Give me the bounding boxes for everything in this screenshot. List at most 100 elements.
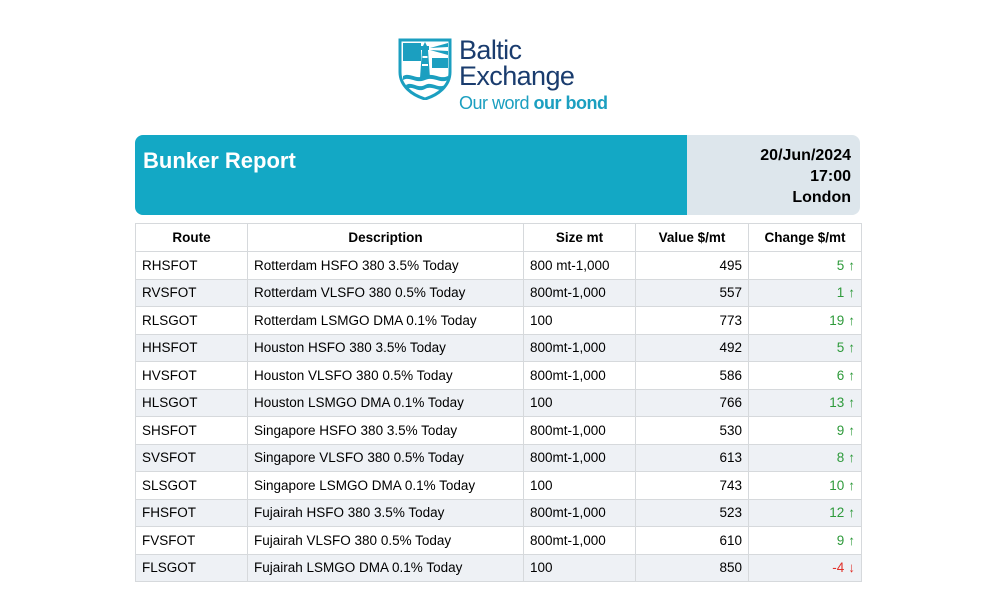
cell-size: 100 [523,388,636,417]
cell-change: 8 ↑ [748,443,862,472]
cell-change: 19 ↑ [748,306,862,335]
cell-value: 850 [635,553,749,582]
table-row: FVSFOT Fujairah VLSFO 380 0.5% Today 800mt… [135,526,862,555]
arrow-up-icon: ↑ [848,532,855,548]
change-value: 6 [836,367,845,383]
change-value: 13 [829,395,845,411]
logo-wordmark-line1: Baltic [459,35,522,65]
change-value: 1 [836,285,845,301]
cell-change: -4 ↓ [748,553,862,582]
column-header-route: Route [135,223,248,252]
cell-size: 800mt-1,000 [523,361,636,390]
arrow-up-icon: ↑ [848,340,855,356]
cell-value: 773 [635,306,749,335]
arrow-down-icon: ↓ [848,560,855,576]
change-value: 19 [829,312,845,328]
lighthouse-shield-icon [398,38,452,100]
cell-size: 100 [523,471,636,500]
cell-description: Singapore LSMGO DMA 0.1% Today [247,471,524,500]
cell-size: 800mt-1,000 [523,333,636,362]
cell-description: Fujairah HSFO 380 3.5% Today [247,498,524,527]
cell-value: 523 [635,498,749,527]
cell-size: 800mt-1,000 [523,443,636,472]
cell-value: 557 [635,278,749,307]
arrow-up-icon: ↑ [848,450,855,466]
cell-value: 743 [635,471,749,500]
report-location: London [792,189,851,206]
cell-value: 766 [635,388,749,417]
cell-change: 1 ↑ [748,278,862,307]
column-header-size: Size mt [523,223,636,252]
cell-change: 5 ↑ [748,333,862,362]
cell-change: 12 ↑ [748,498,862,527]
cell-size: 100 [523,553,636,582]
cell-description: Rotterdam HSFO 380 3.5% Today [247,251,524,280]
cell-description: Singapore HSFO 380 3.5% Today [247,416,524,445]
arrow-up-icon: ↑ [848,477,855,493]
column-header-description: Description [247,223,524,252]
change-value: 12 [829,505,845,521]
cell-route: FLSGOT [135,553,248,582]
logo-wordmark-line2: Exchange [459,61,575,91]
cell-description: Fujairah VLSFO 380 0.5% Today [247,526,524,555]
cell-route: HLSGOT [135,388,248,417]
arrow-up-icon: ↑ [848,395,855,411]
report-header: Bunker Report 20/Jun/2024 17:00 London [135,135,860,215]
cell-change: 13 ↑ [748,388,862,417]
cell-size: 800mt-1,000 [523,416,636,445]
cell-description: Singapore VLSFO 380 0.5% Today [247,443,524,472]
cell-size: 800mt-1,000 [523,526,636,555]
logo-tagline: Our word our bond [459,93,608,113]
column-header-value: Value $/mt [635,223,749,252]
report-title-area: Bunker Report [135,135,687,215]
cell-route: SLSGOT [135,471,248,500]
table-row: RVSFOT Rotterdam VLSFO 380 0.5% Today 800m… [135,278,862,307]
cell-change: 10 ↑ [748,471,862,500]
arrow-up-icon: ↑ [848,312,855,328]
cell-description: Houston LSMGO DMA 0.1% Today [247,388,524,417]
table-row: HVSFOT Houston VLSFO 380 0.5% Today 800mt-… [135,361,862,390]
cell-value: 610 [635,526,749,555]
cell-description: Rotterdam VLSFO 380 0.5% Today [247,278,524,307]
cell-route: RVSFOT [135,278,248,307]
table-row: FLSGOT Fujairah LSMGO DMA 0.1% Today 100 85… [135,553,862,582]
cell-change: 5 ↑ [748,251,862,280]
cell-value: 613 [635,443,749,472]
arrow-up-icon: ↑ [848,367,855,383]
change-value: 10 [829,477,845,493]
cell-route: HVSFOT [135,361,248,390]
cell-description: Rotterdam LSMGO DMA 0.1% Today [247,306,524,335]
cell-route: RHSFOT [135,251,248,280]
change-value: 9 [836,422,845,438]
arrow-up-icon: ↑ [848,505,855,521]
cell-change: 9 ↑ [748,526,862,555]
table-row: RHSFOT Rotterdam HSFO 380 3.5% Today 800 m… [135,251,862,280]
table-header-row: Route Description Size mt Value $/mt Cha… [135,223,862,252]
change-value: 5 [836,340,845,356]
cell-change: 6 ↑ [748,361,862,390]
change-value: 8 [836,450,845,466]
cell-route: RLSGOT [135,306,248,335]
bunker-price-table: Route Description Size mt Value $/mt Cha… [135,223,862,582]
table-row: FHSFOT Fujairah HSFO 380 3.5% Today 800mt-… [135,498,862,527]
cell-route: FVSFOT [135,526,248,555]
cell-size: 100 [523,306,636,335]
report-time: 17:00 [810,168,851,185]
cell-size: 800mt-1,000 [523,278,636,307]
logo-tagline-bold: our bond [533,93,608,113]
cell-value: 586 [635,361,749,390]
cell-size: 800mt-1,000 [523,498,636,527]
cell-description: Fujairah LSMGO DMA 0.1% Today [247,553,524,582]
table-row: HLSGOT Houston LSMGO DMA 0.1% Today 100 766… [135,388,862,417]
table-row: RLSGOT Rotterdam LSMGO DMA 0.1% Today 100 7… [135,306,862,335]
cell-value: 492 [635,333,749,362]
cell-description: Houston VLSFO 380 0.5% Today [247,361,524,390]
cell-description: Houston HSFO 380 3.5% Today [247,333,524,362]
report-title: Bunker Report [143,148,296,173]
logo-tagline-regular: Our word [459,93,534,113]
cell-route: SVSFOT [135,443,248,472]
baltic-exchange-logo: Baltic Exchange Our word our bond [398,36,618,116]
arrow-up-icon: ↑ [848,257,855,273]
cell-route: HHSFOT [135,333,248,362]
cell-route: FHSFOT [135,498,248,527]
